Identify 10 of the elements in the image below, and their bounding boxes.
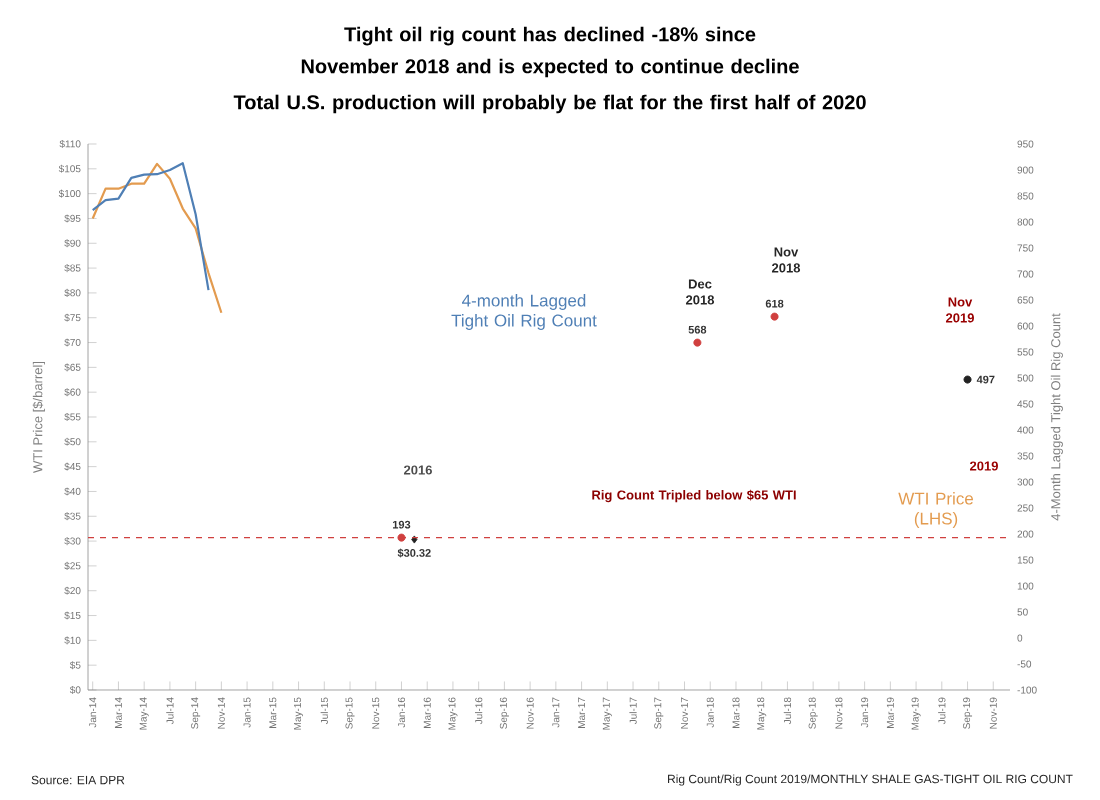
point <box>963 375 972 384</box>
chart-subtitle: Total U.S. production will probably be flat for the first half of 2020 <box>233 94 866 114</box>
text: 4-month Lagged Tight Oil Rig Count <box>451 294 597 330</box>
line-series <box>91 162 210 292</box>
text: WTI Price (LHS) <box>898 492 974 528</box>
line-series <box>91 162 223 314</box>
point <box>770 312 779 321</box>
point <box>693 338 702 347</box>
chart-title: Tight oil rig count has declined -18% since November 2018 and is expected to continue decline <box>301 26 799 78</box>
point <box>397 533 406 542</box>
